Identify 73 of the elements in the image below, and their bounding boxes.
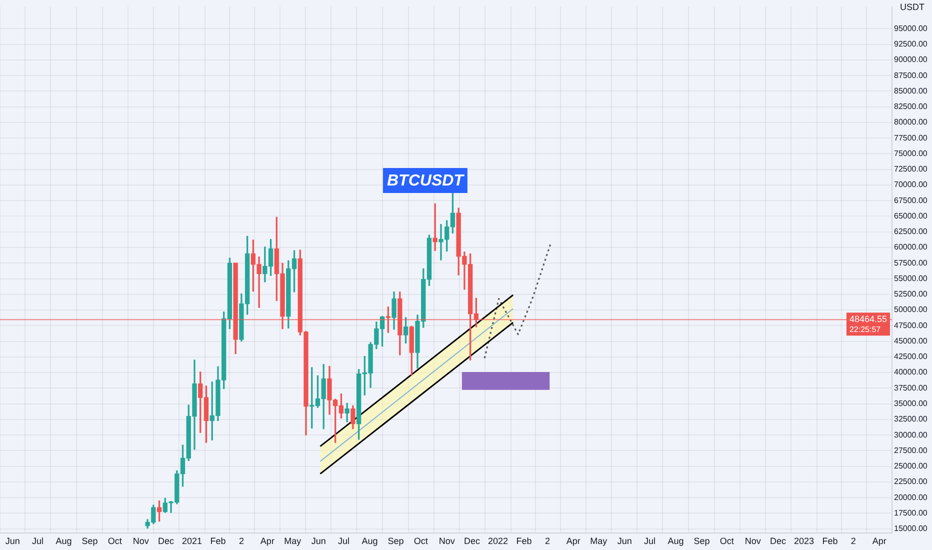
y-tick-label: 72500.00 (894, 164, 928, 174)
y-tick-label: 57500.00 (894, 258, 928, 268)
x-tick-label: Sep (694, 536, 710, 546)
x-tick-label: Oct (108, 536, 122, 546)
y-tick-label: 75000.00 (894, 148, 928, 158)
annotation: 22:25:57 (849, 324, 882, 334)
x-tick-label: Dec (770, 536, 786, 546)
y-tick-label: 67500.00 (894, 196, 928, 205)
y-tick-label: 37500.00 (894, 383, 928, 392)
y-tick-label: 70000.00 (894, 180, 928, 190)
x-tick-label: 2 (238, 536, 244, 546)
x-tick-label: Aug (56, 536, 72, 546)
x-tick-label: Apr (260, 536, 274, 546)
x-tick-label: Feb (822, 536, 838, 546)
x-tick-label: 2022 (488, 536, 508, 546)
x-tick-label: May (284, 536, 302, 546)
y-tick-label: 92500.00 (894, 40, 928, 49)
y-tick-label: 42500.00 (894, 352, 928, 362)
y-tick-label: 85000.00 (894, 86, 928, 96)
y-tick-label: 27500.00 (894, 446, 928, 455)
x-tick-label: Jun (5, 536, 20, 546)
x-tick-label: Dec (464, 536, 480, 546)
y-tick-label: 95000.00 (894, 24, 928, 33)
x-tick-label: Sep (82, 536, 98, 546)
y-tick-label: 30000.00 (894, 430, 928, 440)
x-tick-label: Jul (32, 536, 44, 546)
y-tick-label: 25000.00 (894, 462, 928, 471)
x-tick-label: Oct (720, 536, 734, 546)
ref-line-label: 48464.55 (849, 314, 888, 324)
x-tick-label: Aug (362, 536, 378, 546)
x-tick-label: Nov (438, 536, 456, 546)
y-tick-label: 32500.00 (894, 414, 928, 424)
annotation: BTCUSDT (387, 172, 465, 190)
x-tick-label: Oct (414, 536, 428, 546)
x-tick-label: Nov (744, 536, 762, 546)
line-series (484, 242, 552, 359)
y-tick-label: 17500.00 (894, 508, 928, 518)
x-tick-label: Feb (210, 536, 226, 546)
x-tick-label: Jun (617, 536, 632, 546)
y-tick-label: 40000.00 (894, 368, 928, 377)
y-tick-label: 65000.00 (894, 211, 928, 220)
y-tick-label: 55000.00 (894, 274, 928, 283)
y-tick-label: 50000.00 (894, 305, 928, 314)
x-tick-label: 2 (544, 536, 550, 546)
x-tick-label: Jul (644, 536, 656, 546)
x-tick-label: Jun (311, 536, 326, 546)
x-tick-label: Sep (388, 536, 404, 546)
x-tick-label: Dec (158, 536, 174, 546)
x-tick-label: Apr (566, 536, 580, 546)
y-tick-label: 15000.00 (894, 524, 928, 534)
x-tick-label: 2023 (794, 536, 814, 546)
y-tick-label: 35000.00 (894, 398, 928, 408)
x-tick-label: Feb (516, 536, 532, 546)
y-tick-label: 60000.00 (894, 242, 928, 252)
y-tick-label: 80000.00 (894, 118, 928, 127)
x-tick-label: 2 (850, 536, 856, 546)
y-tick-label: 90000.00 (894, 55, 928, 64)
y-tick-label: 87500.00 (894, 70, 928, 80)
x-tick-label: 2021 (182, 536, 202, 546)
x-tick-label: Nov (132, 536, 150, 546)
y-tick-label: 52500.00 (894, 290, 928, 299)
x-tick-label: May (590, 536, 608, 546)
y-tick-label: 47500.00 (894, 320, 928, 330)
y-tick-label: 45000.00 (894, 336, 928, 346)
y-tick-label: 20000.00 (894, 492, 928, 502)
x-tick-label: Jul (338, 536, 350, 546)
y-tick-label: 77500.00 (894, 133, 928, 142)
x-tick-label: Apr (872, 536, 886, 546)
y-axis-title: USDT (900, 2, 925, 12)
y-tick-label: 82500.00 (894, 102, 928, 112)
y-tick-label: 62500.00 (894, 227, 928, 236)
x-tick-label: Aug (668, 536, 684, 546)
y-tick-label: 22500.00 (894, 477, 928, 486)
